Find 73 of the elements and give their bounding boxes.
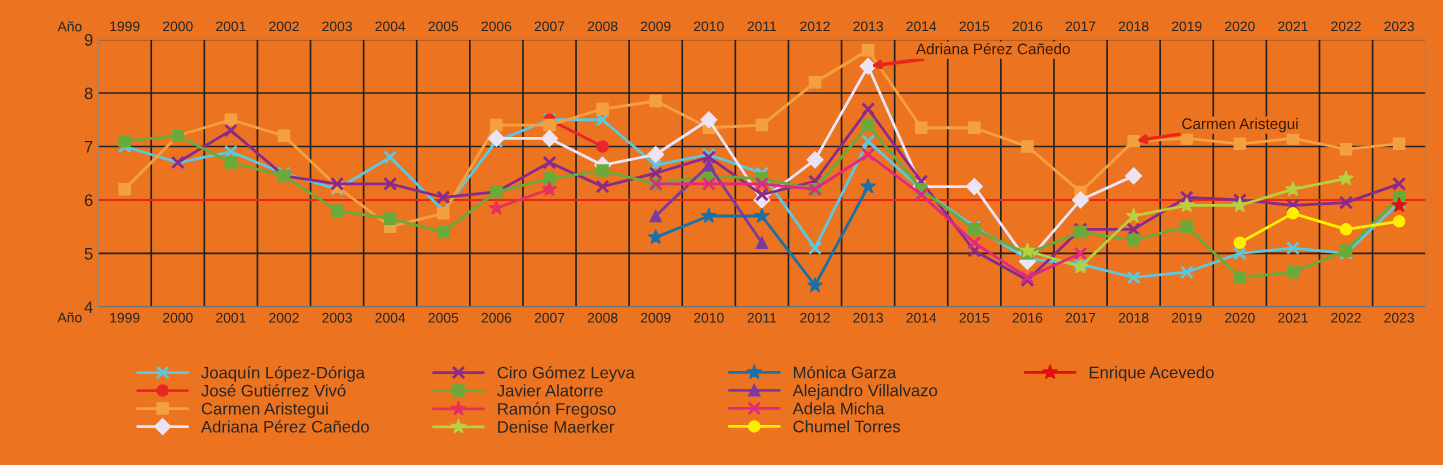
- x-tick-label: 2022: [1331, 312, 1361, 323]
- legend-label: Alejandro Villalvazo: [792, 384, 938, 400]
- x-tick-label: 2005: [428, 312, 459, 323]
- category-label: 2001: [216, 21, 246, 32]
- x-tick-label: 2020: [1225, 312, 1255, 323]
- y-tick-label: 6: [84, 194, 93, 207]
- category-label: 2011: [747, 21, 777, 32]
- x-tick-label: 2019: [1171, 312, 1202, 323]
- y-tick-label: 5: [84, 248, 93, 260]
- x-tick-label: 2011: [747, 312, 777, 323]
- x-tick-label: 1999: [110, 312, 140, 323]
- x2-axis-title: Año: [57, 21, 82, 32]
- legend-label: Enrique Acevedo: [1089, 366, 1214, 382]
- category-label: 2008: [587, 21, 618, 32]
- x-tick-label: 2023: [1384, 312, 1414, 323]
- x-tick-label: 2014: [906, 312, 937, 323]
- y-tick-label: 4: [84, 301, 93, 313]
- annotation: Adriana Pérez Cañedo: [915, 42, 1070, 55]
- x-tick-label: 2016: [1012, 312, 1043, 323]
- y-tick-label: 8: [84, 87, 93, 100]
- category-label: 2020: [1225, 21, 1255, 32]
- category-label: 2005: [428, 21, 459, 32]
- category-label: 2013: [853, 21, 883, 32]
- category-label: 2006: [481, 21, 512, 32]
- x-tick-label: 2008: [587, 312, 618, 323]
- x-tick-label: 2002: [269, 312, 299, 323]
- y-tick-label: 9: [84, 33, 93, 46]
- category-label: 2009: [640, 21, 671, 32]
- x-tick-label: 2004: [375, 312, 406, 323]
- x-tick-label: 2003: [322, 312, 352, 323]
- category-label: 1999: [110, 21, 140, 32]
- legend-label: Adriana Pérez Cañedo: [201, 420, 369, 433]
- category-label: 2023: [1384, 21, 1414, 32]
- annotation: Carmen Aristegui: [1182, 117, 1298, 133]
- category-label: 2003: [322, 21, 352, 32]
- x-tick-label: 2018: [1118, 312, 1149, 323]
- legend-label: Mónica Garza: [793, 365, 897, 379]
- legend-label: Carmen Aristegui: [201, 402, 328, 418]
- category-label: 2012: [800, 21, 830, 32]
- x-tick-label: 2007: [534, 312, 565, 323]
- category-label: 2014: [906, 21, 937, 32]
- category-label: 2016: [1012, 21, 1043, 32]
- category-label: 2010: [694, 21, 724, 32]
- category-label: 2004: [375, 21, 406, 32]
- x-tick-label: 2000: [163, 312, 193, 323]
- x-tick-label: 2017: [1065, 312, 1096, 323]
- legend-label: Denise Maerker: [498, 420, 615, 433]
- legend-label: Ramón Fregoso: [498, 402, 616, 419]
- x-tick-label: 2001: [216, 312, 246, 323]
- category-label: 2015: [959, 21, 990, 32]
- x-tick-label: 2010: [694, 312, 724, 323]
- legend-label: Adela Micha: [792, 402, 885, 415]
- legend-label: Ciro Gómez Leyva: [497, 366, 635, 382]
- x-tick-label: 2009: [640, 312, 671, 323]
- x-tick-label: 2006: [481, 312, 512, 323]
- category-label: 2022: [1331, 21, 1361, 32]
- x-tick-label: 2021: [1278, 312, 1308, 323]
- x-tick-label: 2015: [959, 312, 990, 323]
- category-label: 2018: [1118, 21, 1149, 32]
- legend-label: Javier Alatorre: [497, 384, 603, 397]
- category-label: 2002: [269, 21, 299, 32]
- x-tick-label: 2013: [853, 312, 883, 323]
- x-tick-label: 2012: [800, 312, 830, 323]
- category-label: 2021: [1278, 21, 1308, 32]
- y-tick-label: 7: [84, 141, 93, 153]
- x-axis-title: Año: [57, 312, 82, 323]
- legend-label: Chumel Torres: [793, 420, 901, 433]
- category-label: 2017: [1065, 21, 1096, 32]
- category-label: 2007: [534, 21, 565, 32]
- category-label: 2019: [1171, 21, 1202, 32]
- legend-label: Joaquín López-Dóriga: [201, 366, 365, 382]
- legend-label: José Gutiérrez Vivó: [201, 384, 346, 397]
- category-label: 2000: [163, 21, 193, 32]
